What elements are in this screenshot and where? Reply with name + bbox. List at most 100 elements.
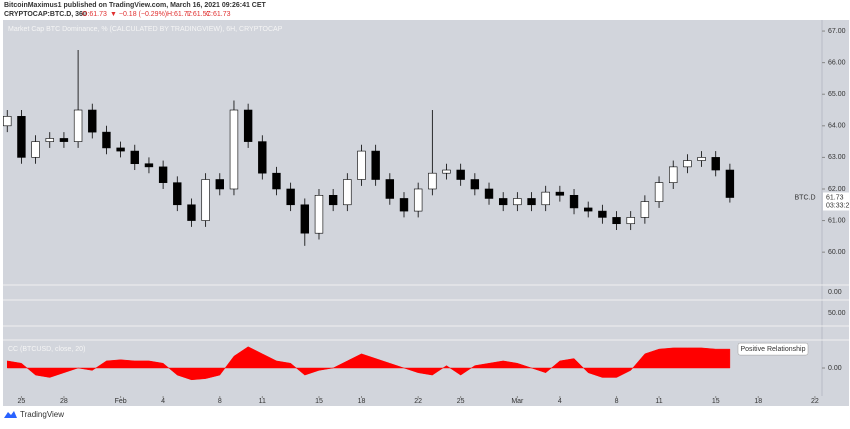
x-tick-label: 15 — [712, 398, 720, 405]
candle-body — [31, 141, 40, 158]
candle-body — [413, 188, 423, 212]
candle-body — [541, 191, 550, 206]
x-tick-label: 25 — [457, 398, 465, 405]
candle-body — [59, 138, 69, 142]
x-tick-label: Mar — [511, 398, 524, 405]
candle-body — [626, 217, 635, 225]
y-tick-label: 65.00 — [828, 91, 846, 98]
candle-body — [385, 179, 395, 199]
candle-body — [201, 179, 210, 221]
candle-body — [45, 138, 54, 142]
y-tick-label: 63.00 — [828, 154, 846, 161]
candle-body — [498, 198, 508, 206]
candle-body — [683, 160, 692, 168]
candle-body — [343, 179, 352, 206]
candle-body — [725, 169, 735, 198]
x-tick-label: 18 — [754, 398, 762, 405]
candle-body — [399, 198, 409, 212]
candle-body — [697, 157, 706, 161]
x-tick-label: 22 — [414, 398, 422, 405]
pane-label: 0.00 — [828, 289, 842, 296]
footer: TradingView — [20, 410, 64, 419]
candle-body — [187, 204, 196, 221]
y-tick-label: 66.00 — [828, 59, 846, 66]
price-label: 61.73 — [826, 194, 844, 201]
ohlc-low: L:61.57 — [187, 11, 210, 18]
ohlc-change: ▼ −0.18 (−0.29%) — [110, 11, 167, 18]
candle-body — [470, 179, 480, 190]
x-tick-label: 15 — [315, 398, 323, 405]
candle-body — [102, 131, 111, 149]
candle-body — [357, 150, 366, 180]
symbol: CRYPTOCAP:BTC.D, 360 — [4, 11, 87, 18]
x-tick-label: 8 — [218, 398, 222, 405]
y-tick-label: 61.00 — [828, 217, 846, 224]
candle-body — [442, 169, 451, 174]
countdown: 03:33:2 — [826, 202, 849, 209]
candle-body — [73, 109, 83, 142]
annotation-box — [737, 342, 809, 356]
candle-body — [456, 169, 465, 180]
candle-body — [215, 179, 224, 190]
candle-body — [555, 191, 565, 196]
candle-body — [669, 166, 678, 183]
logo-icon — [4, 411, 17, 418]
candle-body — [243, 109, 253, 142]
candle-body — [598, 210, 607, 218]
ohlc-high: H:61.77 — [167, 11, 192, 18]
y-tick-label: 64.00 — [828, 123, 846, 130]
candle-body — [88, 109, 97, 133]
y-tick-label: 60.00 — [828, 249, 846, 256]
plot-background — [3, 20, 849, 396]
x-tick-label: 4 — [161, 398, 165, 405]
candle-body — [144, 163, 154, 168]
candle-body — [654, 182, 664, 202]
x-tick-label: 18 — [358, 398, 366, 405]
candle-body — [711, 157, 720, 171]
candle-body — [314, 194, 324, 234]
y-tick-label: 67.00 — [828, 28, 846, 35]
candle-body — [428, 172, 437, 190]
candle-body — [286, 188, 295, 206]
footer-logo: TradingView — [4, 410, 64, 419]
candle-body — [584, 207, 593, 212]
candle-body — [569, 194, 579, 209]
annotation: Positive Relationship — [741, 346, 806, 353]
candle-body — [229, 109, 239, 190]
candle-body — [272, 172, 281, 190]
ohlc-close: C:61.73 — [206, 11, 231, 18]
chart-title: Market Cap BTC Dominance, % (CALCULATED … — [8, 26, 283, 33]
candle-body — [300, 204, 310, 234]
y-tick-label: 0.00 — [828, 365, 842, 372]
ohlc-open: O:61.73 — [82, 11, 107, 18]
x-tick-label: 11 — [259, 398, 266, 405]
candle-body — [130, 150, 139, 165]
x-tick-label: 4 — [558, 398, 562, 405]
candle-body — [612, 217, 621, 225]
candle-body — [258, 141, 267, 174]
candle-body — [640, 201, 650, 218]
indicator-title: CC (BTCUSD, close, 20) — [8, 346, 85, 353]
candle-body — [371, 150, 380, 180]
x-tick-label: 8 — [615, 398, 619, 405]
candle-body — [484, 188, 494, 199]
cc-area — [7, 346, 731, 381]
candle-body — [513, 198, 522, 206]
candle-body — [527, 198, 536, 206]
candle-body — [328, 194, 338, 206]
candle-body — [17, 116, 26, 158]
x-tick-label: 22 — [811, 398, 819, 405]
x-tick-label: 28 — [60, 398, 68, 405]
symbol-label: BTC.D — [795, 194, 816, 201]
x-tick-label: 11 — [655, 398, 662, 405]
x-tick-label: 25 — [18, 398, 26, 405]
x-tick-label: Feb — [115, 398, 127, 405]
candle-body — [116, 147, 125, 152]
x-axis — [3, 396, 849, 406]
pane-label: 50.00 — [828, 310, 846, 317]
candle-body — [173, 182, 182, 206]
candle-body — [158, 166, 168, 183]
candle-body — [3, 116, 12, 127]
y-tick-label: 62.00 — [828, 186, 846, 193]
